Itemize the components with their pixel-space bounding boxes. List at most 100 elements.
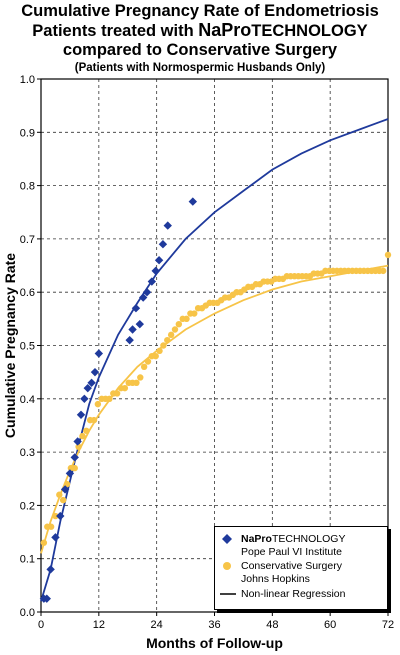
napro-data-point: [151, 266, 160, 276]
napro-data-point: [70, 453, 79, 462]
conservative-data-point: [171, 326, 179, 333]
conservative-data-point: [137, 374, 144, 381]
x-tick-label: 24: [151, 619, 163, 631]
conservative-data-point: [40, 539, 48, 546]
napro-data-point: [158, 240, 168, 249]
conservative-data-point: [167, 331, 175, 339]
x-tick-label: 72: [382, 619, 394, 631]
title-line2-prefix: Patients treated with: [32, 22, 199, 40]
y-tick-label: 0.6: [20, 287, 35, 299]
legend-napro-brand-rest: TECHNOLOGY: [271, 533, 346, 545]
chart-subtitle: (Patients with Normospermic Husbands Onl…: [74, 62, 326, 74]
legend-regression-text: Non-linear Regression: [241, 588, 346, 600]
y-axis-title: Cumulative Pregnancy Rate: [2, 253, 18, 438]
conservative-data-point: [191, 310, 198, 317]
chart-title-block: Cumulative Pregnancy Rate of Endometrios…: [0, 2, 400, 75]
napro-data-point: [65, 469, 75, 478]
napro-data-point: [60, 485, 70, 494]
title-line3: compared to Conservative Surgery: [62, 41, 338, 59]
conservative-data-point: [79, 432, 86, 440]
conservative-data-point: [133, 379, 140, 387]
napro-data-point: [90, 367, 100, 377]
napro-data-point: [131, 303, 141, 313]
y-tick-label: 0.7: [20, 234, 35, 246]
legend-napro-sub: Pope Paul VI Institute: [241, 545, 342, 558]
title-brand-bold: NaPro: [198, 20, 252, 40]
napro-data-point: [83, 383, 92, 393]
conservative-data-point: [152, 352, 159, 360]
conservative-data-point: [106, 395, 113, 402]
title-line1: Cumulative Pregnancy Rate of Endometrios…: [21, 2, 379, 20]
data-points: [39, 197, 392, 603]
napro-data-point: [87, 378, 96, 388]
legend-item-napro: NaProTECHNOLOGY Pope Paul VI Institute: [219, 533, 345, 558]
conservative-data-point: [83, 427, 90, 434]
conservative-data-point: [160, 342, 167, 349]
legend-item-conservative: Conservative Surgery Johns Hopkins: [219, 560, 342, 585]
conservative-data-point: [113, 390, 121, 397]
legend-cons-line2: Johns Hopkins: [241, 572, 310, 585]
napro-data-point: [147, 277, 157, 286]
napro-data-point: [142, 288, 152, 297]
legend-napro-text: NaProTECHNOLOGY Pope Paul VI Institute: [241, 533, 345, 558]
napro-data-point: [73, 437, 82, 446]
conservative-data-point: [47, 523, 55, 530]
x-tick-label: 12: [93, 619, 105, 631]
legend-item-regression: Non-linear Regression: [219, 588, 345, 601]
conservative-data-point: [164, 336, 171, 344]
napro-data-point: [135, 319, 144, 329]
x-tick-label: 36: [208, 619, 220, 631]
conservative-data-point: [140, 363, 148, 371]
y-tick-label: 0.0: [20, 607, 35, 619]
napro-data-point: [94, 349, 104, 358]
napro-data-point: [51, 533, 60, 542]
legend-napro-brand-bold: NaPro: [241, 533, 272, 545]
legend-conservative-text: Conservative Surgery Johns Hopkins: [241, 560, 342, 585]
x-axis-title: Months of Follow-up: [146, 635, 283, 651]
y-tick-label: 0.9: [20, 127, 35, 139]
conservative-data-point: [71, 464, 78, 472]
conservative-data-point: [75, 443, 82, 450]
legend-cons-line1: Conservative Surgery: [241, 560, 342, 572]
napro-data-point: [76, 410, 86, 419]
title-brand-rest: TECHNOLOGY: [251, 22, 368, 40]
conservative-data-point: [52, 512, 59, 520]
conservative-data-point: [379, 267, 387, 275]
conservative-data-point: [144, 358, 152, 365]
y-tick-label: 0.2: [20, 500, 35, 512]
y-tick-label: 0.3: [20, 447, 35, 459]
napro-data-point: [138, 293, 148, 302]
conservative-data-point: [56, 491, 63, 498]
x-tick-label: 60: [324, 619, 336, 631]
napro-data-point: [46, 565, 55, 574]
title-line2: Patients treated with NaProTECHNOLOGY: [0, 21, 400, 41]
y-tick-label: 0.4: [20, 394, 35, 406]
napro-data-point: [154, 256, 164, 265]
conservative-data-point: [90, 416, 98, 424]
line-marker-icon: [219, 588, 241, 600]
conservative-data-point: [121, 384, 129, 392]
napro-data-point: [56, 511, 65, 521]
napro-data-point: [125, 335, 134, 345]
napro-data-point: [188, 197, 198, 206]
y-tick-label: 0.1: [20, 554, 35, 566]
circle-marker-icon: [219, 560, 241, 572]
napro-data-point: [42, 594, 51, 603]
napro-data-point: [163, 221, 172, 230]
conservative-data-point: [175, 320, 183, 328]
diamond-marker-icon: [219, 533, 241, 545]
x-tick-label: 0: [38, 619, 44, 631]
napro-data-point: [128, 325, 137, 334]
x-tick-label: 48: [266, 619, 278, 631]
conservative-data-point: [183, 315, 190, 323]
y-tick-label: 0.8: [20, 181, 35, 193]
conservative-data-point: [156, 347, 163, 355]
conservative-data-point: [59, 496, 67, 504]
conservative-data-point: [384, 251, 392, 259]
y-tick-label: 0.5: [20, 341, 35, 353]
axis-ticks: 0 12 24 36 48 60 72 0.0 0.1 0.2 0.3 0.4 0.5 0.6 0.7 0.8…: [20, 74, 394, 631]
chart-legend: NaProTECHNOLOGY Pope Paul VI Institute C…: [214, 526, 388, 610]
conservative-data-point: [94, 400, 102, 408]
napro-data-point: [80, 394, 89, 403]
y-tick-label: 1.0: [20, 74, 35, 86]
